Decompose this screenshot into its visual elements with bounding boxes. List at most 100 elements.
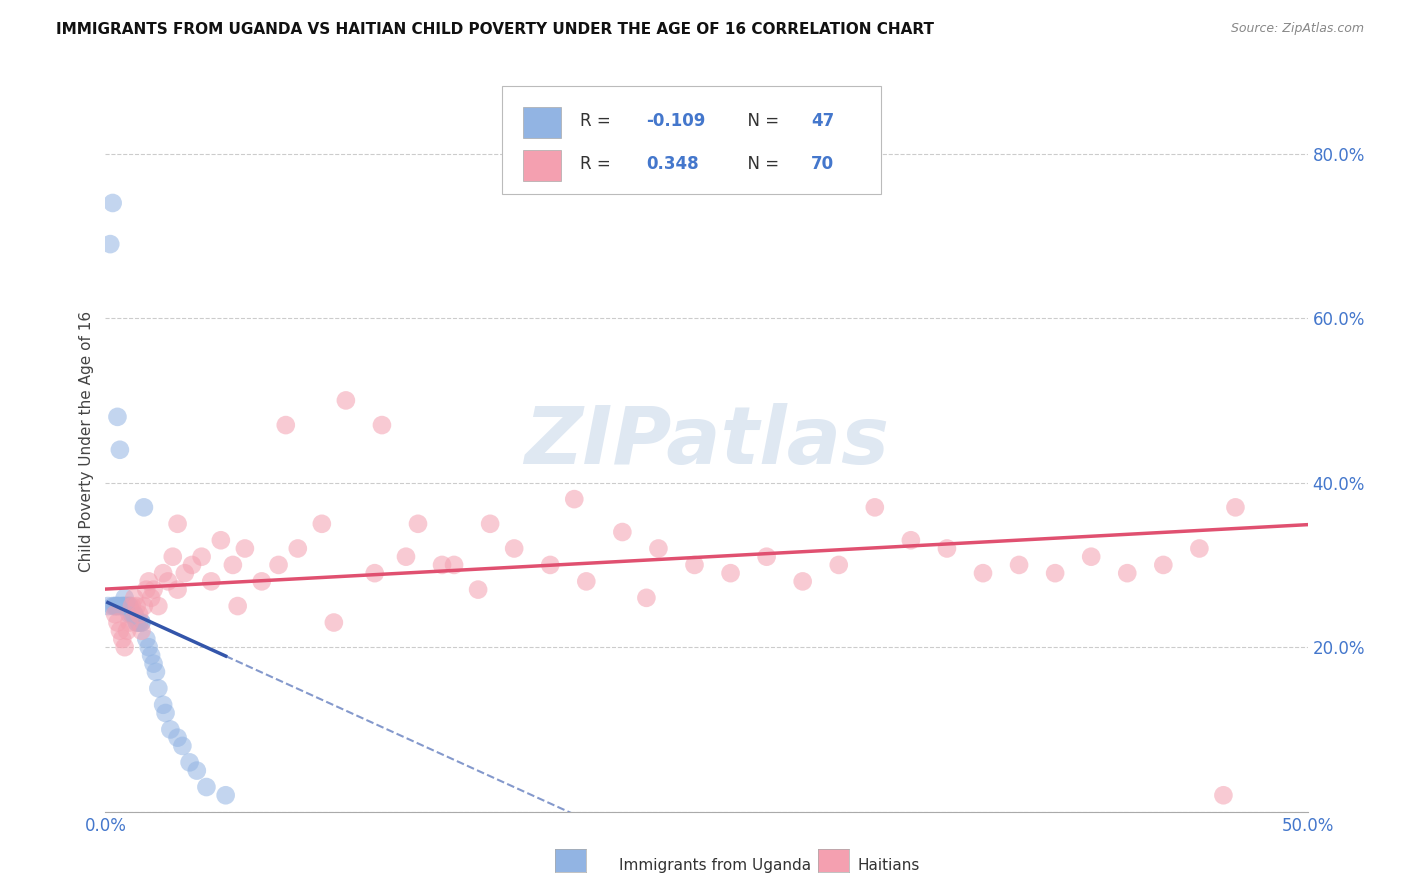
Point <box>1188 541 1211 556</box>
Point <box>138 574 160 589</box>
Point <box>274 418 297 433</box>
Point <box>145 665 167 679</box>
Point <box>104 599 127 613</box>
Point <box>214 789 236 803</box>
Point <box>125 615 148 630</box>
Point <box>121 599 143 613</box>
Point <box>131 624 153 638</box>
Point <box>124 591 146 605</box>
Point <box>936 541 959 556</box>
Text: IMMIGRANTS FROM UGANDA VS HAITIAN CHILD POVERTY UNDER THE AGE OF 16 CORRELATION : IMMIGRANTS FROM UGANDA VS HAITIAN CHILD … <box>56 22 934 37</box>
Text: Source: ZipAtlas.com: Source: ZipAtlas.com <box>1230 22 1364 36</box>
Point <box>222 558 245 572</box>
Point <box>142 657 165 671</box>
Point <box>139 648 162 663</box>
Bar <box>523 150 561 181</box>
Point <box>200 574 222 589</box>
Point <box>108 624 131 638</box>
Point <box>135 582 157 597</box>
Point <box>131 615 153 630</box>
Point <box>111 599 134 613</box>
Point <box>107 599 129 613</box>
Text: Haitians: Haitians <box>858 858 920 872</box>
Point <box>430 558 453 572</box>
Point <box>142 582 165 597</box>
Point <box>828 558 851 572</box>
Text: 47: 47 <box>811 112 834 130</box>
Point <box>443 558 465 572</box>
FancyBboxPatch shape <box>502 87 880 194</box>
Point <box>1152 558 1174 572</box>
Point <box>152 566 174 581</box>
Point <box>114 599 136 613</box>
Point <box>115 599 138 613</box>
Point <box>186 764 208 778</box>
Point <box>108 599 131 613</box>
Point <box>107 615 129 630</box>
Point <box>159 723 181 737</box>
Point <box>226 599 249 613</box>
Point <box>612 524 634 539</box>
Point <box>118 599 141 613</box>
Point <box>250 574 273 589</box>
Point <box>148 681 170 696</box>
Point <box>755 549 778 564</box>
Point <box>647 541 669 556</box>
Text: Immigrants from Uganda: Immigrants from Uganda <box>619 858 811 872</box>
Point <box>195 780 218 794</box>
Point <box>364 566 387 581</box>
Point <box>863 500 886 515</box>
Point <box>111 632 134 646</box>
Point <box>479 516 502 531</box>
Y-axis label: Child Poverty Under the Age of 16: Child Poverty Under the Age of 16 <box>79 311 94 572</box>
Point <box>683 558 706 572</box>
Point <box>124 607 146 622</box>
Point <box>179 756 201 770</box>
Point <box>395 549 418 564</box>
Point <box>132 599 155 613</box>
Point <box>900 533 922 548</box>
Point <box>148 599 170 613</box>
Point <box>104 607 127 622</box>
Point <box>128 607 150 622</box>
Point <box>114 591 136 605</box>
Point <box>115 599 138 613</box>
Point <box>1080 549 1102 564</box>
Point <box>97 599 120 613</box>
Point <box>107 599 129 613</box>
Text: N =: N = <box>737 155 785 173</box>
Point <box>101 196 124 211</box>
Point <box>181 558 204 572</box>
Point <box>125 615 148 630</box>
Point <box>166 516 188 531</box>
Point <box>166 582 188 597</box>
Point <box>101 599 124 613</box>
Point <box>792 574 814 589</box>
Point <box>322 615 344 630</box>
Point <box>118 607 141 622</box>
Point <box>503 541 526 556</box>
Point <box>335 393 357 408</box>
Text: 70: 70 <box>811 155 834 173</box>
Bar <box>523 107 561 138</box>
Point <box>118 615 141 630</box>
Point <box>233 541 256 556</box>
Point <box>173 566 195 581</box>
Point <box>538 558 561 572</box>
Point <box>125 599 148 613</box>
Point <box>406 516 429 531</box>
Point <box>1225 500 1247 515</box>
Text: R =: R = <box>581 155 616 173</box>
Point <box>1008 558 1031 572</box>
Point <box>1212 789 1234 803</box>
Point <box>162 549 184 564</box>
Text: ZIPatlas: ZIPatlas <box>524 402 889 481</box>
Point <box>972 566 994 581</box>
Point <box>121 607 143 622</box>
Point <box>132 500 155 515</box>
Point <box>1043 566 1066 581</box>
Point <box>104 599 127 613</box>
Point <box>371 418 394 433</box>
Point <box>155 706 177 720</box>
Point <box>1116 566 1139 581</box>
